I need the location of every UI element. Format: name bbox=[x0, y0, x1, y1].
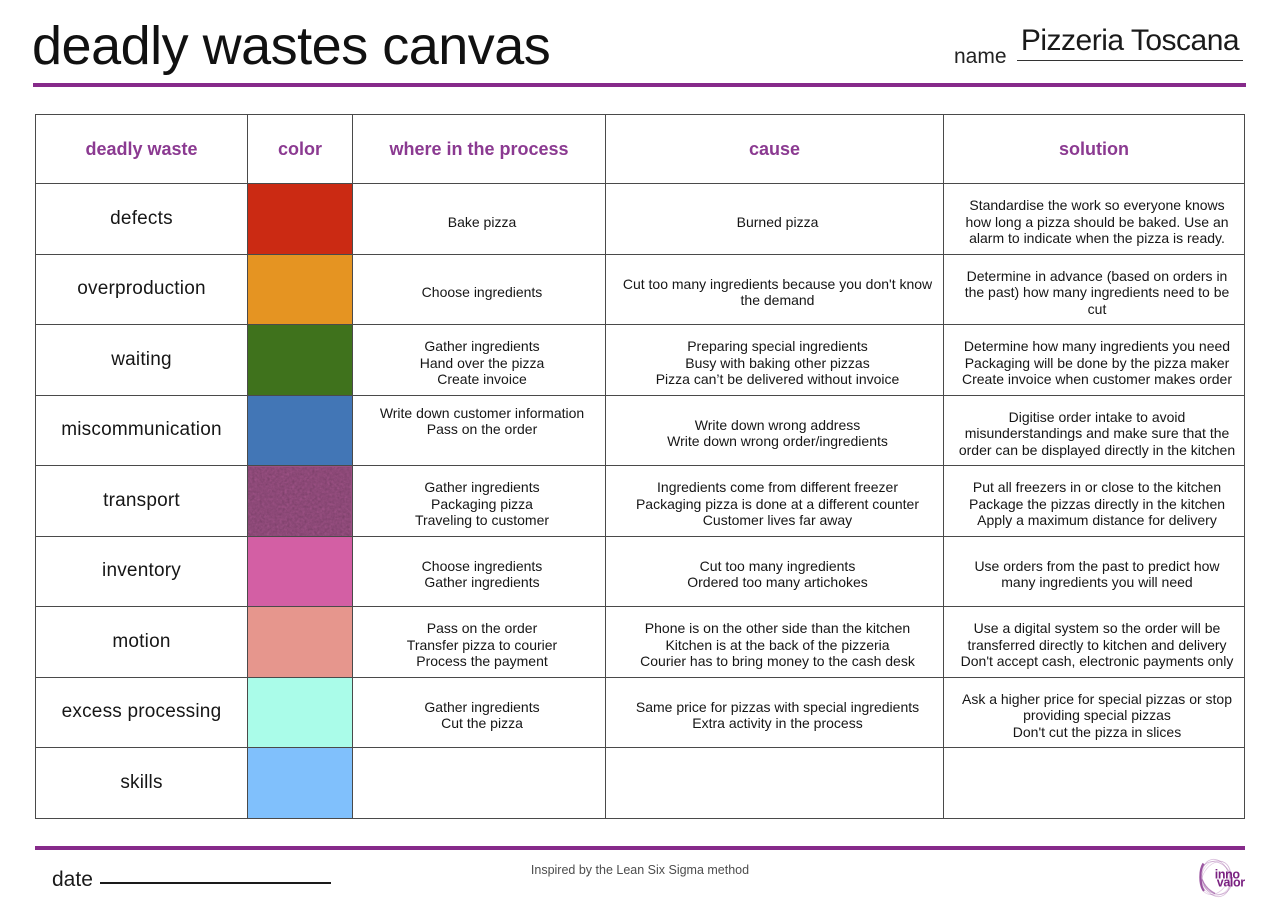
svg-text:valor: valor bbox=[1217, 876, 1245, 890]
svg-text:inno: inno bbox=[1215, 867, 1241, 881]
